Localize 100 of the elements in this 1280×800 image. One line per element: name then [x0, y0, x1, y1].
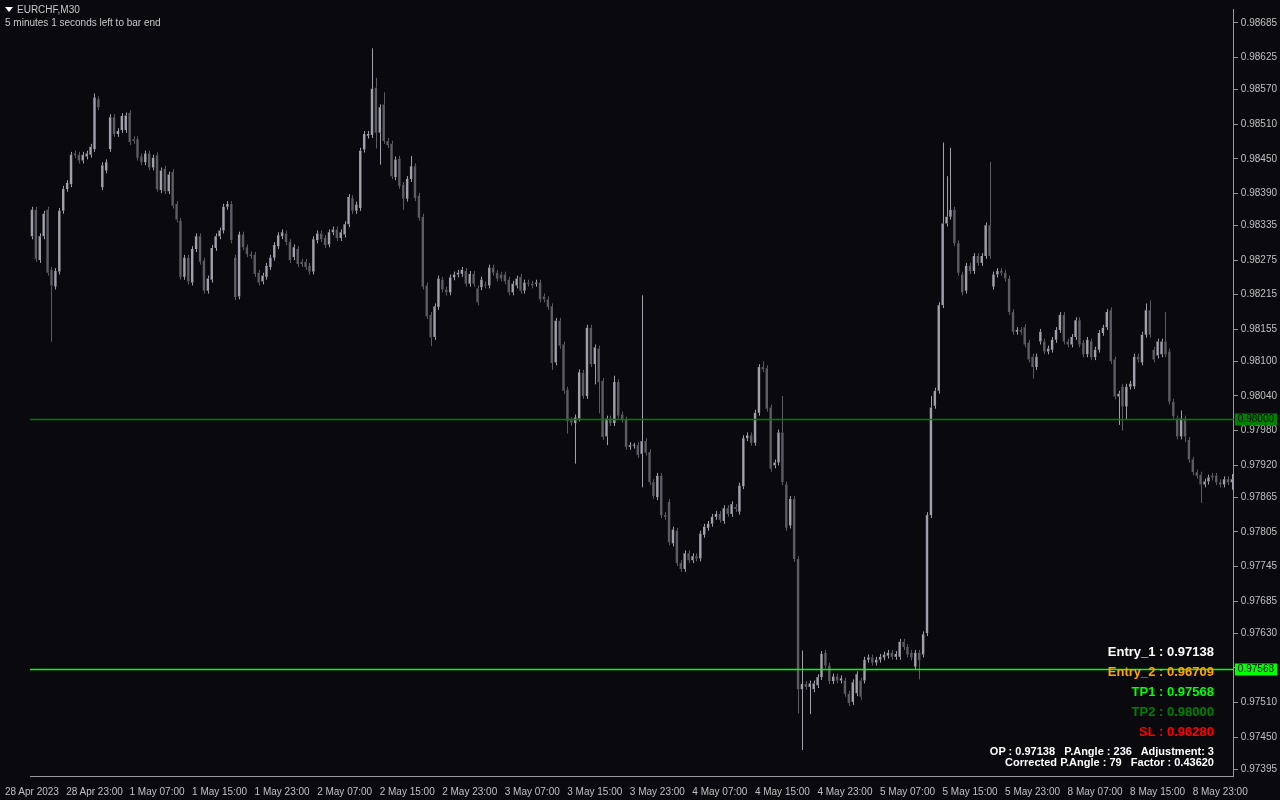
x-tick-label: 3 May 15:00 [567, 785, 623, 797]
y-tick-label: 0.98040 [1240, 389, 1278, 401]
candlestick [781, 395, 784, 486]
annotation: OP : 0.97138 P.Angle : 236 Adjustment: 3 [989, 745, 1214, 757]
candlestick [738, 482, 741, 516]
candlestick [519, 273, 522, 295]
candlestick [808, 680, 811, 715]
x-tick-label: 2 May 07:00 [317, 785, 373, 797]
y-tick-label: 0.98510 [1240, 117, 1278, 129]
x-tick-label: 8 May 23:00 [1192, 785, 1249, 797]
candlestick [656, 472, 659, 501]
y-tick-label: 0.97980 [1240, 424, 1278, 436]
x-tick-label: 28 Apr 2023 [4, 785, 60, 797]
candlestick [742, 434, 745, 490]
annotation: Entry_1 : 0.97138 [1106, 643, 1214, 661]
candlestick [265, 262, 268, 281]
y-tick-label: 0.97685 [1240, 595, 1278, 607]
candlestick [691, 552, 694, 564]
candlestick [187, 254, 190, 285]
candlestick [476, 284, 479, 306]
candlestick [312, 235, 315, 275]
candlestick [523, 279, 526, 295]
candlestick [390, 140, 393, 180]
x-tick-label: 2 May 15:00 [379, 785, 436, 797]
candlestick [226, 200, 229, 211]
candlestick [898, 638, 901, 661]
candlestick [988, 161, 991, 260]
candlestick [366, 130, 370, 140]
candlestick [1019, 326, 1023, 336]
y-tick-label: 0.97805 [1240, 525, 1278, 537]
candlestick [1015, 326, 1019, 336]
candlestick [1195, 468, 1198, 480]
y-tick-label: 0.98685 [1240, 16, 1278, 28]
candlestick [472, 270, 475, 288]
candlestick [97, 95, 100, 111]
x-tick-label: 4 May 07:00 [692, 785, 748, 797]
candlestick [683, 549, 686, 573]
candlestick [1156, 338, 1159, 359]
candlestick [1035, 353, 1038, 371]
candlestick [308, 262, 311, 275]
candlestick [484, 280, 487, 289]
annotation: TP2 : 0.98000 [1130, 703, 1214, 721]
annotation: TP1 : 0.97568 [1130, 683, 1214, 701]
candlestick [183, 254, 186, 281]
y-tick-label: 0.98570 [1240, 83, 1278, 95]
candlestick [605, 415, 608, 446]
y-tick-label: 0.98625 [1240, 51, 1278, 63]
candlestick [144, 150, 147, 166]
x-tick-label: 3 May 07:00 [504, 785, 561, 797]
annotation: 5 minutes 1 seconds left to bar end [5, 16, 161, 29]
candlestick [613, 375, 616, 427]
candlestick [953, 206, 956, 247]
y-tick-label: 0.97865 [1240, 490, 1278, 502]
candlestick [957, 239, 960, 277]
candlestick [734, 503, 737, 513]
y-tick-label: 0.98335 [1240, 219, 1278, 231]
candlestick [992, 271, 995, 291]
candlestick [640, 294, 643, 488]
x-tick-label: 8 May 07:00 [1067, 785, 1124, 797]
candlestick [687, 549, 690, 564]
y-tick-label: 0.98215 [1240, 288, 1278, 300]
y-tick-label: 0.97745 [1240, 560, 1278, 572]
annotation: Corrected P.Angle : 79 Factor : 0.43620 [1004, 756, 1214, 768]
candlestick [1160, 338, 1163, 358]
x-tick-label: 1 May 23:00 [254, 785, 311, 797]
candlestick [1000, 267, 1003, 277]
y-tick-label: 0.98100 [1240, 355, 1278, 367]
y-tick-label: 0.98155 [1240, 323, 1278, 335]
candlestick [730, 500, 733, 518]
y-tick-label: 0.98275 [1240, 253, 1278, 265]
candlestick [1125, 383, 1128, 420]
x-tick-label: 8 May 15:00 [1130, 785, 1186, 797]
candlestick [351, 194, 354, 215]
y-tick-label: 0.97630 [1240, 626, 1278, 638]
y-tick-label: 0.97510 [1240, 696, 1278, 708]
y-tick-label: 0.97450 [1240, 731, 1278, 742]
annotation: EURCHF,M30 [17, 3, 80, 16]
candlestick [554, 317, 557, 366]
candlestick [527, 279, 530, 288]
ref-line-label: 0.97568 [1237, 663, 1275, 675]
candlestick [859, 677, 862, 701]
candlestick [828, 662, 831, 685]
candlestick [304, 258, 307, 271]
x-tick-label: 4 May 23:00 [817, 785, 873, 797]
x-tick-label: 3 May 23:00 [629, 785, 686, 797]
candlestick [1121, 383, 1124, 432]
y-tick-label: 0.97395 [1240, 762, 1278, 774]
y-tick-label: 0.98390 [1240, 187, 1278, 199]
x-tick-label: 4 May 15:00 [754, 785, 811, 797]
candlestick [726, 504, 729, 518]
candlestick [249, 250, 253, 260]
x-tick-label: 5 May 07:00 [879, 785, 936, 797]
x-tick-label: 1 May 07:00 [129, 785, 185, 797]
candlestick [136, 135, 139, 162]
candlestick [1117, 390, 1120, 426]
candlestick [1199, 471, 1202, 504]
candlestick [628, 441, 632, 451]
candlestick [902, 638, 905, 651]
x-tick-label: 5 May 23:00 [1005, 785, 1061, 797]
y-tick-label: 0.98450 [1240, 152, 1278, 164]
